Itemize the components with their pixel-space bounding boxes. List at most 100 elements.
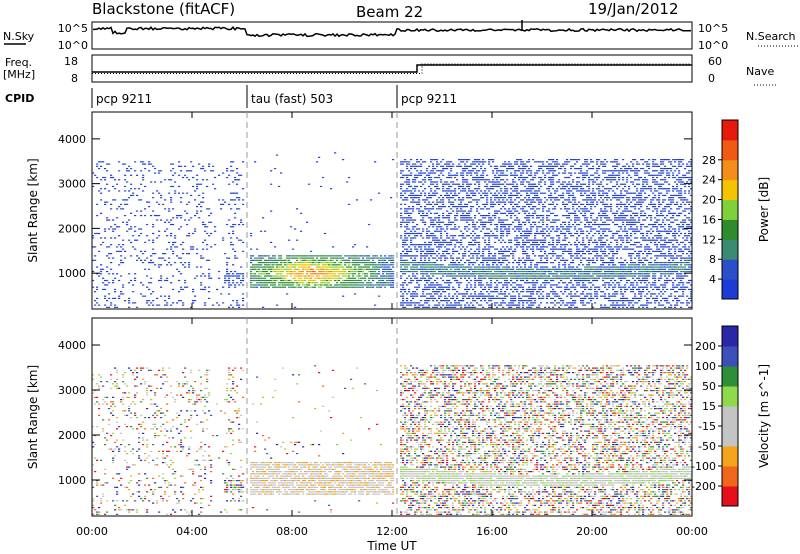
range-cell xyxy=(114,277,117,279)
range-cell xyxy=(234,203,237,205)
range-cell xyxy=(276,270,279,273)
nsky-tick-top: 10^5 xyxy=(58,22,88,35)
range-cell xyxy=(406,239,409,241)
range-cell xyxy=(340,257,343,259)
range-cell xyxy=(562,250,565,252)
range-cell xyxy=(552,291,555,293)
range-cell xyxy=(564,259,567,261)
range-cell xyxy=(138,257,141,259)
range-cell xyxy=(294,264,297,266)
range-cell xyxy=(346,261,349,264)
range-cell xyxy=(468,264,471,266)
range-cell xyxy=(464,190,467,192)
range-cell xyxy=(374,304,377,306)
range-cell xyxy=(430,293,433,295)
range-cell xyxy=(576,270,579,273)
range-cell xyxy=(382,273,385,275)
range-cell xyxy=(566,163,569,165)
range-cell xyxy=(488,235,491,237)
range-cell xyxy=(476,266,479,268)
range-cell xyxy=(514,174,517,176)
range-cell xyxy=(274,279,277,282)
range-cell xyxy=(542,228,545,230)
range-cell xyxy=(558,275,561,277)
range-cell xyxy=(282,275,285,277)
range-cell xyxy=(424,266,427,268)
range-cell xyxy=(446,161,449,163)
range-cell xyxy=(544,197,547,199)
range-cell xyxy=(318,264,321,266)
range-cell xyxy=(578,273,581,275)
range-cell xyxy=(570,304,573,306)
range-cell xyxy=(258,284,261,286)
range-cell xyxy=(496,235,499,237)
range-cell xyxy=(424,194,427,197)
range-cell xyxy=(434,304,437,306)
range-cell xyxy=(140,214,143,217)
range-cell xyxy=(412,264,415,266)
range-cell xyxy=(436,185,439,188)
range-cell xyxy=(130,255,133,257)
range-cell xyxy=(568,306,571,308)
range-cell xyxy=(250,266,253,268)
range-cell xyxy=(144,163,147,165)
range-cell xyxy=(124,163,127,165)
range-cell xyxy=(562,197,565,199)
range-cell xyxy=(414,293,417,295)
range-cell xyxy=(344,282,347,284)
range-cell xyxy=(566,259,569,261)
range-cell xyxy=(492,246,495,248)
range-cell xyxy=(186,286,189,288)
range-cell xyxy=(268,255,271,257)
range-cell xyxy=(454,239,457,241)
range-cell xyxy=(420,257,423,259)
range-cell xyxy=(552,179,555,181)
range-cell xyxy=(546,161,549,163)
range-cell xyxy=(510,268,513,270)
range-cell xyxy=(430,161,433,163)
range-cell xyxy=(416,208,419,210)
range-cell xyxy=(522,275,525,277)
range-cell xyxy=(512,295,515,297)
range-cell xyxy=(402,221,405,223)
range-cell xyxy=(416,282,419,284)
range-cell xyxy=(298,275,301,277)
range-cell xyxy=(528,246,531,248)
range-cell xyxy=(434,273,437,275)
range-cell xyxy=(458,199,461,201)
range-cell xyxy=(242,273,245,275)
range-cell xyxy=(410,172,413,174)
range-cell xyxy=(420,248,423,250)
range-cell xyxy=(472,167,475,170)
range-cell xyxy=(512,208,515,210)
range-cell xyxy=(294,286,297,288)
range-cell xyxy=(472,288,475,291)
range-cell xyxy=(114,297,117,300)
range-cell xyxy=(478,253,481,255)
range-cell xyxy=(420,219,423,221)
range-cell xyxy=(574,273,577,275)
range-cell xyxy=(158,266,161,268)
range-cell xyxy=(312,275,315,277)
range-cell xyxy=(456,302,459,304)
range-cell xyxy=(570,275,573,277)
range-cell xyxy=(418,201,421,203)
range-cell xyxy=(428,297,431,300)
range-cell xyxy=(490,275,493,277)
range-cell xyxy=(568,268,571,270)
range-cell xyxy=(200,255,203,257)
range-cell xyxy=(354,268,357,270)
range-cell xyxy=(438,286,441,288)
range-cell xyxy=(328,286,331,288)
range-cell xyxy=(526,295,529,297)
range-cell xyxy=(152,239,155,241)
range-cell xyxy=(532,279,535,282)
range-cell xyxy=(468,297,471,300)
range-cell xyxy=(180,286,183,288)
range-cell xyxy=(106,270,109,273)
range-cell xyxy=(384,282,387,284)
range-cell xyxy=(250,268,253,270)
range-cell xyxy=(470,295,473,297)
range-cell xyxy=(252,259,255,261)
range-cell xyxy=(450,228,453,230)
